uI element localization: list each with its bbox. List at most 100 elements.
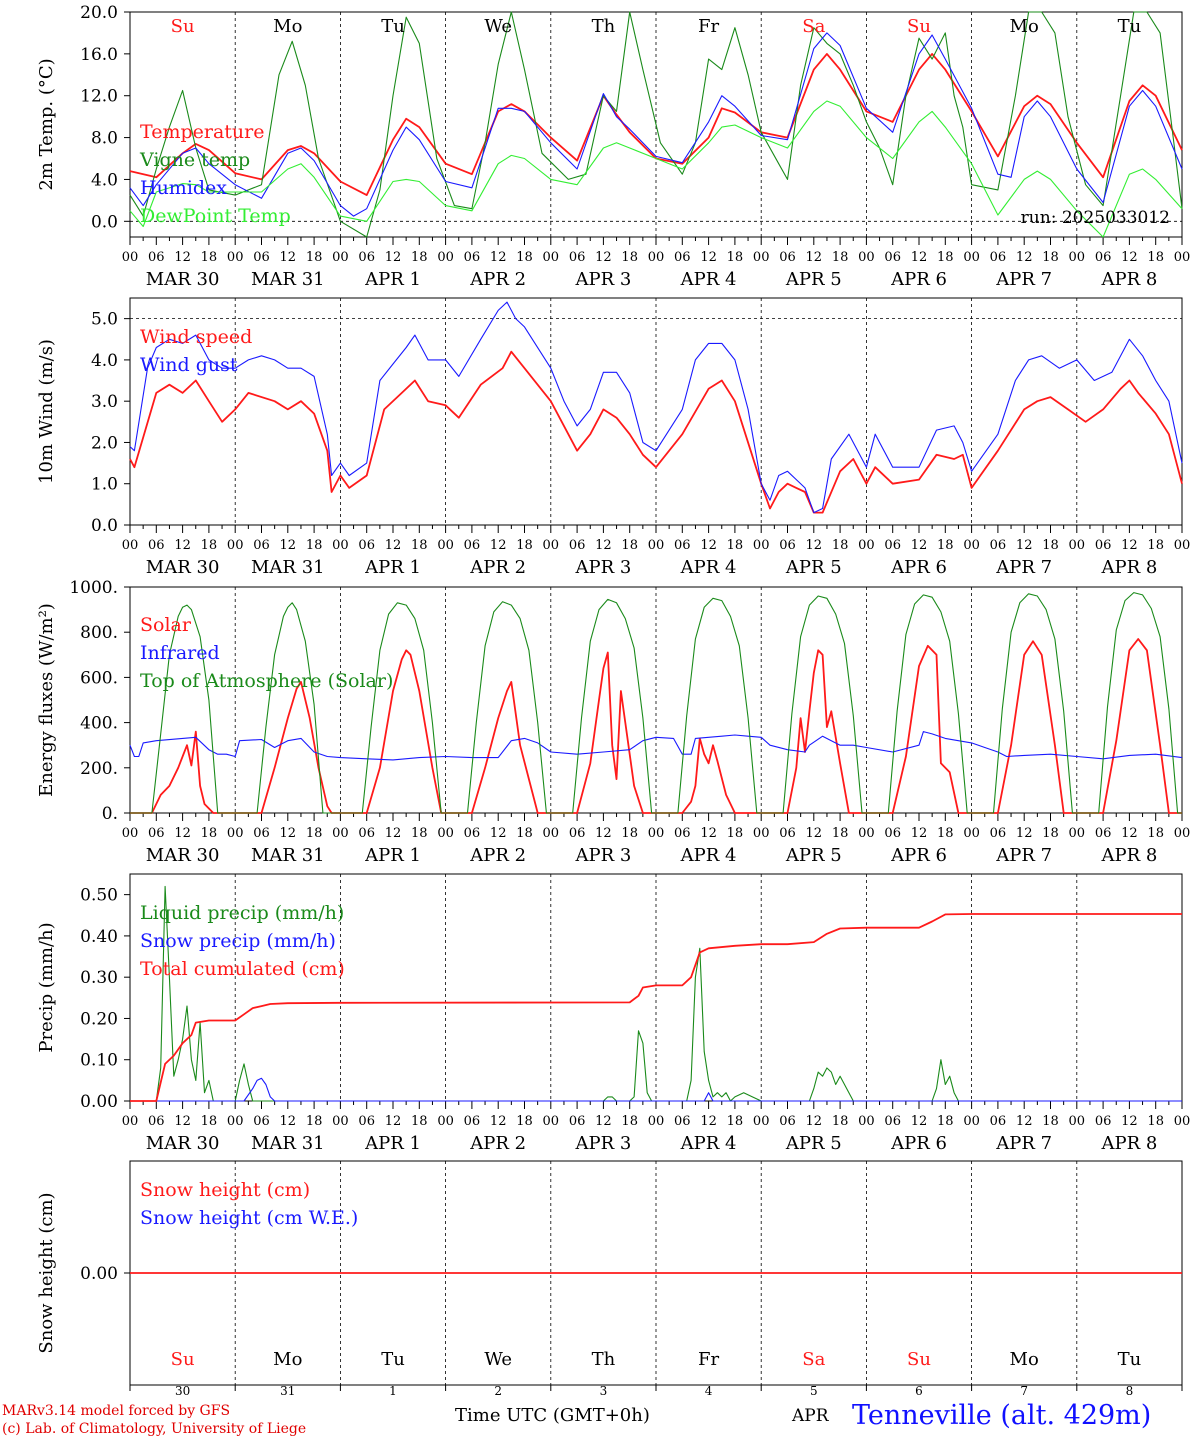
hour-tick-label: 12 bbox=[490, 1114, 507, 1129]
hour-tick-label: 12 bbox=[1016, 538, 1033, 553]
hour-tick-label: 18 bbox=[516, 1114, 533, 1129]
date-label: APR 8 bbox=[1100, 845, 1157, 866]
date-label: APR 8 bbox=[1100, 269, 1157, 290]
weekday-label: Sa bbox=[802, 16, 825, 37]
series-line-snow-precip-mm-h- bbox=[130, 1077, 1182, 1102]
hour-tick-label: 18 bbox=[1042, 538, 1059, 553]
hour-tick-label: 06 bbox=[884, 538, 901, 553]
date-label: APR 3 bbox=[574, 557, 631, 578]
hour-tick-label: 00 bbox=[543, 1114, 560, 1129]
legend-entry: Snow precip (mm/h) bbox=[140, 930, 336, 952]
weekday-label: Mo bbox=[273, 1349, 302, 1370]
day-number: 30 bbox=[175, 1384, 190, 1398]
legend-entry: Infrared bbox=[140, 642, 220, 664]
hour-tick-label: 18 bbox=[411, 1114, 428, 1129]
hour-tick-label: 12 bbox=[595, 538, 612, 553]
hour-tick-label: 18 bbox=[411, 250, 428, 265]
hour-tick-label: 18 bbox=[201, 538, 218, 553]
hour-tick-label: 18 bbox=[727, 1114, 744, 1129]
hour-tick-label: 00 bbox=[858, 826, 875, 841]
legend-entry: Top of Atmosphere (Solar) bbox=[140, 670, 393, 692]
hour-tick-label: 06 bbox=[779, 250, 796, 265]
weekday-label: Tu bbox=[1118, 16, 1142, 37]
hour-tick-label: 06 bbox=[358, 1114, 375, 1129]
month-label: APR bbox=[792, 1406, 829, 1426]
hour-tick-label: 06 bbox=[358, 826, 375, 841]
hour-tick-label: 00 bbox=[648, 1114, 665, 1129]
hour-tick-label: 06 bbox=[990, 250, 1007, 265]
series-line-humidex bbox=[129, 32, 1183, 217]
time-axis-label: Time UTC (GMT+0h) bbox=[455, 1405, 650, 1426]
hour-tick-label: 06 bbox=[464, 250, 481, 265]
date-label: APR 4 bbox=[680, 1133, 737, 1154]
series-line-wind-gust bbox=[129, 301, 1183, 514]
hour-tick-label: 18 bbox=[937, 1114, 954, 1129]
hour-tick-label: 00 bbox=[1069, 538, 1086, 553]
hour-tick-label: 00 bbox=[227, 538, 244, 553]
date-label: APR 6 bbox=[890, 269, 947, 290]
hour-tick-label: 00 bbox=[543, 826, 560, 841]
hour-tick-label: 00 bbox=[753, 1114, 770, 1129]
date-label: APR 5 bbox=[785, 1133, 842, 1154]
hour-tick-label: 18 bbox=[832, 538, 849, 553]
day-number: 6 bbox=[915, 1384, 923, 1398]
day-number: 8 bbox=[1126, 1384, 1134, 1398]
hour-tick-label: 18 bbox=[1147, 250, 1164, 265]
hour-tick-label: 18 bbox=[1042, 1114, 1059, 1129]
day-number: 3 bbox=[600, 1384, 608, 1398]
hour-tick-label: 00 bbox=[963, 826, 980, 841]
hour-tick-label: 06 bbox=[464, 1114, 481, 1129]
y-tick-label: 4.0 bbox=[91, 351, 118, 371]
series-line-vigne-temp bbox=[129, 11, 1183, 238]
hour-tick-label: 06 bbox=[253, 250, 270, 265]
hour-tick-label: 18 bbox=[411, 826, 428, 841]
y-tick-label: 0.0 bbox=[91, 212, 118, 232]
hour-tick-label: 06 bbox=[148, 250, 165, 265]
panel-4 bbox=[124, 873, 1183, 1109]
hour-tick-label: 00 bbox=[753, 826, 770, 841]
hour-tick-label: 00 bbox=[122, 1114, 139, 1129]
date-label: APR 4 bbox=[680, 557, 737, 578]
hour-tick-label: 06 bbox=[148, 1114, 165, 1129]
date-label: MAR 31 bbox=[251, 269, 325, 290]
y-tick-label: 2.0 bbox=[91, 433, 118, 453]
hour-tick-label: 12 bbox=[700, 1114, 717, 1129]
hour-tick-label: 12 bbox=[280, 538, 297, 553]
weekday-label: Su bbox=[171, 16, 195, 37]
date-label: APR 3 bbox=[574, 1133, 631, 1154]
date-label: MAR 31 bbox=[251, 557, 325, 578]
y-axis-label: Energy fluxes (W/m²) bbox=[36, 603, 57, 797]
hour-tick-label: 00 bbox=[1174, 250, 1191, 265]
series-line-solar bbox=[130, 638, 1182, 814]
legend-entry: Solar bbox=[140, 614, 192, 636]
hour-tick-label: 00 bbox=[1174, 538, 1191, 553]
weekday-label: Fr bbox=[698, 1349, 719, 1370]
hour-tick-label: 06 bbox=[674, 826, 691, 841]
hour-tick-label: 00 bbox=[648, 826, 665, 841]
hour-tick-label: 06 bbox=[464, 826, 481, 841]
date-label: APR 2 bbox=[469, 1133, 526, 1154]
date-label: APR 6 bbox=[890, 1133, 947, 1154]
hour-tick-label: 12 bbox=[385, 538, 402, 553]
y-tick-label: 5.0 bbox=[91, 310, 118, 330]
date-label: APR 6 bbox=[890, 845, 947, 866]
hour-tick-label: 18 bbox=[516, 538, 533, 553]
date-label: APR 5 bbox=[785, 269, 842, 290]
hour-tick-label: 18 bbox=[621, 1114, 638, 1129]
legend-entry: Snow height (cm W.E.) bbox=[140, 1207, 358, 1229]
hour-tick-label: 12 bbox=[385, 1114, 402, 1129]
hour-tick-label: 18 bbox=[306, 1114, 323, 1129]
hour-tick-label: 18 bbox=[201, 826, 218, 841]
y-tick-label: 200. bbox=[80, 759, 118, 779]
hour-tick-label: 00 bbox=[437, 250, 454, 265]
y-tick-label: 8.0 bbox=[91, 129, 118, 149]
hour-tick-label: 06 bbox=[464, 538, 481, 553]
hour-tick-label: 06 bbox=[358, 538, 375, 553]
y-tick-label: 0.0 bbox=[91, 516, 118, 536]
date-label: APR 1 bbox=[364, 845, 421, 866]
hour-tick-label: 00 bbox=[332, 1114, 349, 1129]
hour-tick-label: 06 bbox=[884, 250, 901, 265]
date-label: MAR 30 bbox=[146, 557, 220, 578]
legend-entry: DewPoint Temp bbox=[140, 205, 291, 227]
